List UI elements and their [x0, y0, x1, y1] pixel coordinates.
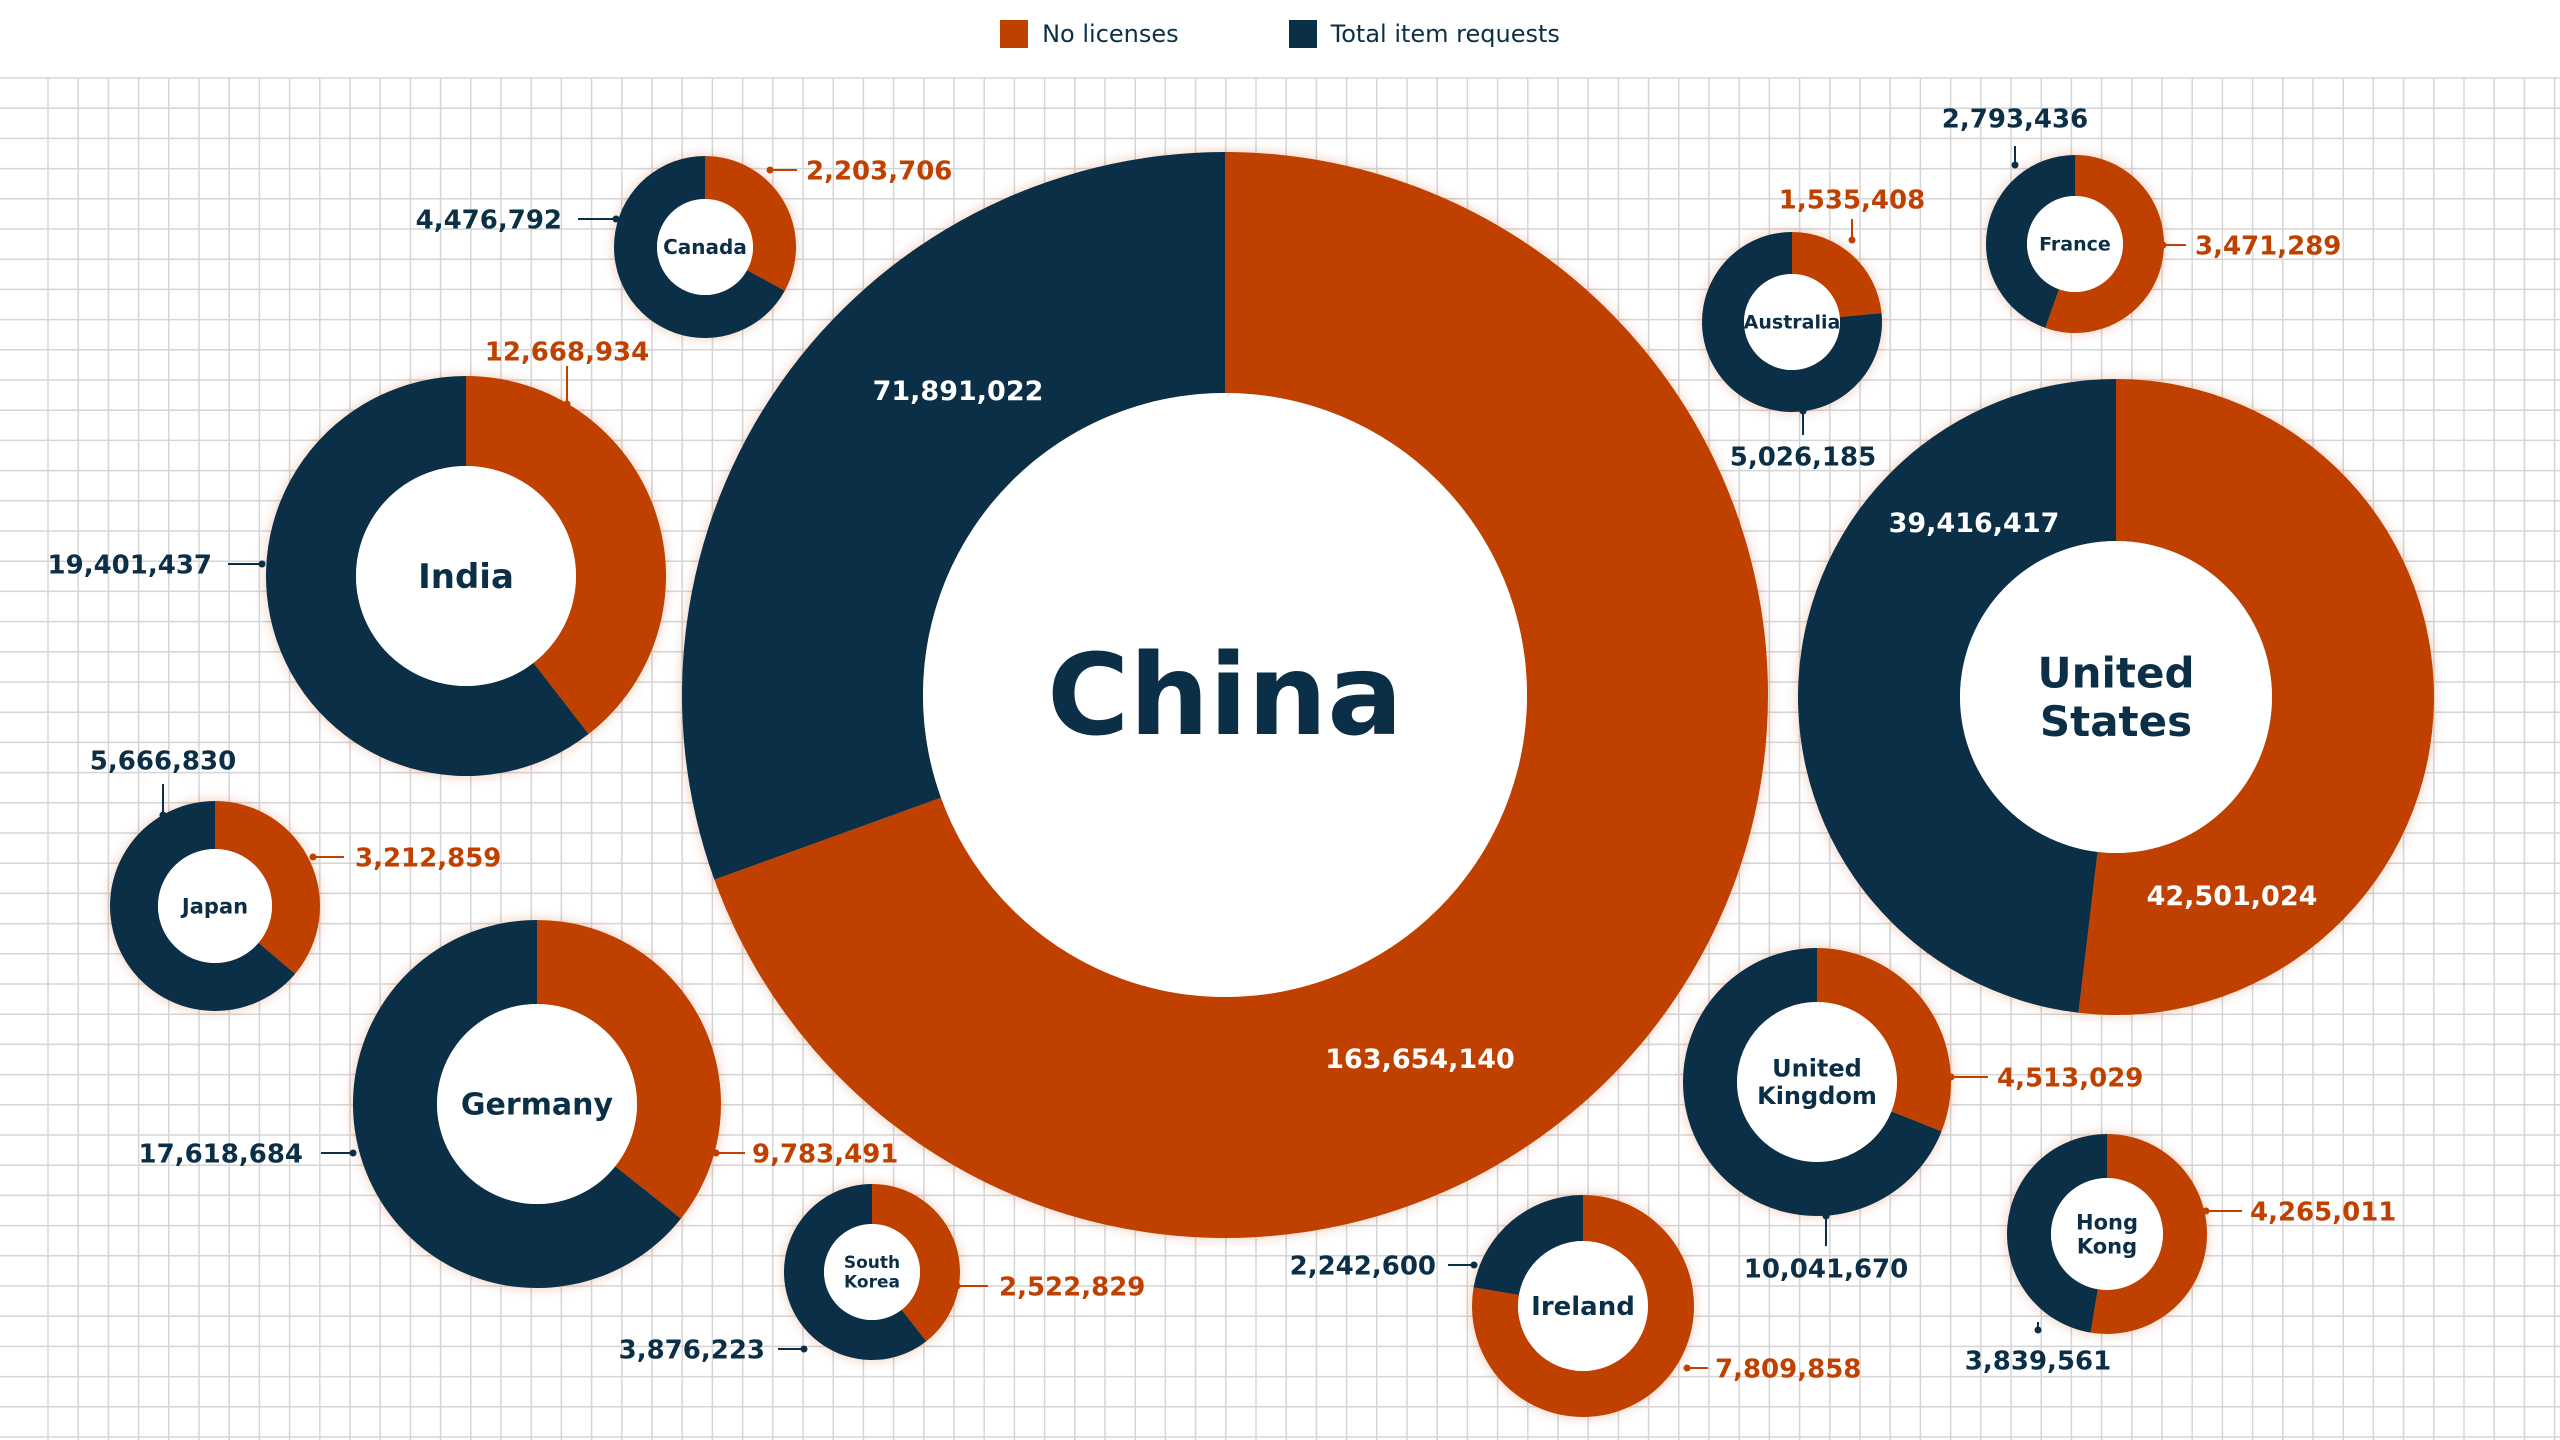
- donut-ireland: Ireland 7,809,858 2,242,600: [1290, 1195, 1861, 1417]
- total-item-requests-value-canada: 4,476,792: [416, 205, 562, 235]
- segment-no-licenses-germany: [537, 920, 722, 1219]
- donut-layer: China 163,654,140 71,891,022 United States 42…: [48, 104, 2434, 1417]
- no-licenses-value-south-korea: 2,522,829: [999, 1272, 1145, 1302]
- no-licenses-value-ireland: 7,809,858: [1715, 1354, 1861, 1384]
- segment-total-item-requests-canada: [613, 156, 785, 338]
- total-item-requests-value-australia: 5,026,185: [1730, 442, 1876, 472]
- segment-no-licenses-south-korea: [872, 1184, 960, 1342]
- segment-total-item-requests-australia: [1702, 232, 1882, 413]
- country-label-india: India: [418, 557, 514, 597]
- country-label-ireland: Ireland: [1531, 1292, 1635, 1322]
- total-item-requests-value-hong-kong: 3,839,561: [1965, 1346, 2111, 1376]
- donut-hole-canada: [657, 199, 753, 295]
- donut-south-korea: South Korea 2,522,829 3,876,223: [619, 1184, 1145, 1365]
- total-item-requests-value-united-kingdom: 10,041,670: [1744, 1254, 1908, 1284]
- no-licenses-value-china: 163,654,140: [1325, 1044, 1515, 1075]
- no-licenses-value-united-kingdom: 4,513,029: [1997, 1063, 2143, 1093]
- country-label-france: France: [2039, 234, 2111, 256]
- total-item-requests-value-germany: 17,618,684: [139, 1139, 303, 1169]
- donut-hole-france: [2027, 196, 2123, 292]
- total-item-requests-value-ireland: 2,242,600: [1290, 1251, 1436, 1281]
- no-licenses-value-hong-kong: 4,265,011: [2250, 1197, 2396, 1227]
- total-item-requests-value-south-korea: 3,876,223: [619, 1335, 765, 1365]
- donut-hole-south-korea: [824, 1224, 920, 1320]
- segment-no-licenses-china: [714, 152, 1769, 1239]
- donut-china: China 163,654,140 71,891,022: [681, 152, 1769, 1239]
- legend: No licenses Total item requests: [0, 20, 2560, 48]
- legend-swatch-no-licenses: [1000, 20, 1029, 48]
- country-label-south-korea: South Korea: [844, 1253, 900, 1293]
- segment-total-item-requests-germany: [353, 920, 681, 1288]
- donut-germany: Germany 9,783,491 17,618,684: [139, 920, 898, 1288]
- legend-label-total-item-requests: Total item requests: [1330, 20, 1560, 48]
- donut-hole-japan: [158, 849, 272, 963]
- country-label-united-states: United States: [2037, 649, 2194, 746]
- no-licenses-value-india: 12,668,934: [485, 337, 649, 367]
- donut-hole-germany: [437, 1004, 637, 1204]
- legend-label-no-licenses: No licenses: [1042, 20, 1179, 48]
- total-item-requests-value-united-states: 39,416,417: [1889, 508, 2060, 539]
- donut-hole-india: [356, 466, 576, 686]
- no-licenses-value-france: 3,471,289: [2195, 231, 2341, 261]
- segment-total-item-requests-south-korea: [783, 1184, 927, 1360]
- donut-hole-china: [923, 393, 1527, 997]
- segment-total-item-requests-china: [681, 152, 1225, 880]
- total-item-requests-value-china: 71,891,022: [873, 376, 1044, 407]
- segment-total-item-requests-india: [265, 376, 589, 776]
- donut-hole-united-kingdom: [1737, 1002, 1897, 1162]
- country-label-united-kingdom: United Kingdom: [1757, 1055, 1877, 1111]
- segment-total-item-requests-japan: [109, 801, 296, 1012]
- no-licenses-value-australia: 1,535,408: [1779, 185, 1925, 215]
- legend-swatch-total-item-requests: [1288, 20, 1317, 48]
- donut-hong-kong: Hong Kong 4,265,011 3,839,561: [1965, 1134, 2396, 1376]
- country-label-china: China: [1047, 631, 1403, 761]
- no-licenses-value-japan: 3,212,859: [355, 843, 501, 873]
- segment-no-licenses-france: [2045, 155, 2164, 334]
- donut-hole-ireland: [1518, 1241, 1648, 1371]
- donut-india: India 12,668,934 19,401,437: [48, 337, 666, 776]
- donut-japan: Japan 3,212,859 5,666,830: [90, 746, 501, 1012]
- total-item-requests-value-india: 19,401,437: [48, 550, 212, 580]
- country-label-hong-kong: Hong Kong: [2076, 1210, 2138, 1258]
- segment-total-item-requests-france: [1986, 155, 2075, 328]
- segment-no-licenses-united-states: [2078, 379, 2434, 1015]
- total-item-requests-value-japan: 5,666,830: [90, 746, 236, 776]
- donut-hole-hong-kong: [2051, 1178, 2163, 1290]
- segment-total-item-requests-hong-kong: [2007, 1134, 2107, 1333]
- country-label-canada: Canada: [663, 235, 747, 259]
- segment-total-item-requests-united-kingdom: [1682, 948, 1942, 1217]
- segment-no-licenses-japan: [215, 801, 320, 974]
- country-label-australia: Australia: [1744, 312, 1841, 334]
- no-licenses-value-canada: 2,203,706: [806, 156, 952, 186]
- no-licenses-value-united-states: 42,501,024: [2147, 881, 2318, 912]
- donut-united-kingdom: United Kingdom 4,513,029 10,041,670: [1682, 948, 2143, 1284]
- donut-australia: Australia 1,535,408 5,026,185: [1702, 185, 1925, 472]
- donut-hole-australia: [1744, 274, 1840, 370]
- legend-item-no-licenses: No licenses: [1000, 20, 1179, 48]
- country-label-germany: Germany: [461, 1088, 614, 1123]
- no-licenses-value-germany: 9,783,491: [752, 1139, 898, 1169]
- country-label-japan: Japan: [180, 894, 248, 918]
- segment-no-licenses-ireland: [1472, 1195, 1695, 1417]
- segment-no-licenses-united-kingdom: [1817, 948, 1951, 1132]
- segment-total-item-requests-united-states: [1797, 379, 2116, 1013]
- segment-no-licenses-australia: [1792, 232, 1882, 318]
- total-item-requests-value-france: 2,793,436: [1942, 104, 2088, 134]
- segment-no-licenses-hong-kong: [2090, 1134, 2208, 1335]
- segment-total-item-requests-ireland: [1473, 1195, 1583, 1296]
- segment-no-licenses-india: [466, 376, 666, 735]
- donut-united-states: United States 42,501,024 39,416,417: [1797, 379, 2434, 1015]
- donut-hole-united-states: [1960, 541, 2272, 853]
- legend-item-total-item-requests: Total item requests: [1288, 20, 1560, 48]
- donut-france: France 3,471,289 2,793,436: [1942, 104, 2341, 334]
- segment-no-licenses-canada: [705, 156, 796, 291]
- donut-canada: Canada 2,203,706 4,476,792: [416, 156, 952, 338]
